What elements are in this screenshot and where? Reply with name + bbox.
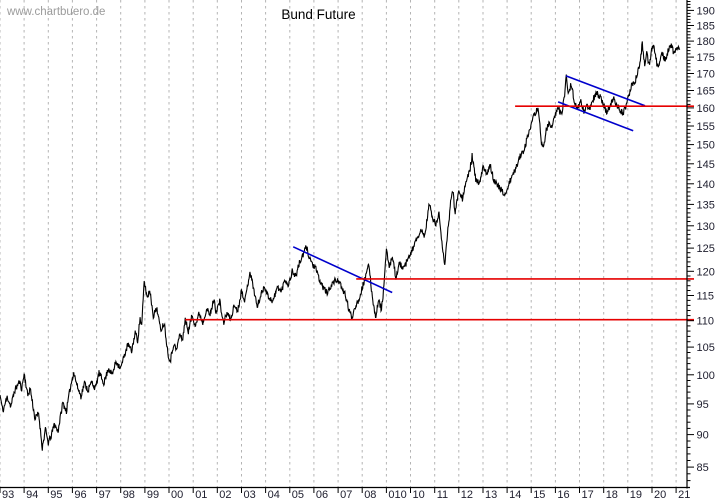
- x-tick-label: 15: [533, 489, 545, 499]
- x-tick-label: 06: [316, 489, 328, 499]
- support-resistance-lines: [185, 105, 694, 321]
- x-tick-label: 99: [147, 489, 159, 499]
- y-tick-label: 95: [697, 399, 709, 411]
- y-tick-label: 175: [697, 52, 715, 64]
- y-tick-label: 165: [697, 86, 715, 98]
- x-tick-label: 03: [244, 489, 256, 499]
- x-tick-label: 17: [582, 489, 594, 499]
- y-tick-label: 190: [697, 5, 715, 17]
- y-tick-label: 140: [697, 179, 715, 191]
- y-tick-label: 85: [697, 462, 709, 474]
- x-tick-label: 95: [50, 489, 62, 499]
- x-tick-label: 19: [630, 489, 642, 499]
- x-tick-label: 04: [268, 489, 280, 499]
- x-tick-label: 20: [654, 489, 666, 499]
- x-tick-label: 13: [485, 489, 497, 499]
- x-tick-label: 10: [413, 489, 425, 499]
- axes: [0, 0, 690, 489]
- y-tick-label: 105: [697, 342, 715, 354]
- x-tick-label: 96: [74, 489, 86, 499]
- x-tick-label: 18: [606, 489, 618, 499]
- x-axis-ticks: 93 94 95 96 97 98 99 00 01 02 03 04 05 06 07 08 010 10 11 1…: [0, 487, 690, 499]
- trend-lines: [292, 75, 646, 294]
- trend-line-2: [565, 75, 646, 107]
- x-tick-label: 16: [557, 489, 569, 499]
- x-tick-label: 21: [678, 489, 690, 499]
- x-tick-label: 05: [292, 489, 304, 499]
- year-gridlines: [0, 0, 677, 488]
- x-tick-label: 01: [195, 489, 207, 499]
- x-tick-label: 98: [123, 489, 135, 499]
- y-tick-label: 160: [697, 103, 715, 115]
- x-tick-label: 97: [99, 489, 111, 499]
- y-tick-label: 120: [697, 266, 715, 278]
- y-tick-label: 155: [697, 121, 715, 133]
- x-tick-label: 02: [219, 489, 231, 499]
- y-tick-label: 110: [697, 316, 715, 328]
- price-polyline: [0, 41, 681, 451]
- chart-title: Bund Future: [281, 7, 356, 22]
- y-tick-label: 130: [697, 221, 715, 233]
- x-tick-label: 12: [461, 489, 473, 499]
- y-tick-label: 170: [697, 69, 715, 81]
- x-tick-label: 93: [2, 489, 14, 499]
- x-tick-label: 14: [509, 489, 521, 499]
- x-tick-label: 00: [171, 489, 183, 499]
- y-axis-ticks: 190 185 180 175 170 165 160 155 150 145 140 135 130 1…: [687, 1, 715, 482]
- y-tick-label: 125: [697, 243, 715, 255]
- x-tick-label: 010: [388, 489, 406, 499]
- price-line-series: [0, 41, 681, 451]
- x-tick-label: 11: [437, 489, 448, 499]
- y-tick-label: 135: [697, 199, 715, 211]
- y-tick-label: 185: [697, 21, 715, 33]
- trend-line-1: [292, 246, 393, 294]
- y-tick-label: 90: [697, 430, 709, 442]
- y-tick-label: 150: [697, 140, 715, 152]
- y-tick-label: 100: [697, 370, 715, 382]
- x-tick-label: 94: [26, 489, 38, 499]
- watermark-text: www.chartbuero.de: [7, 6, 106, 18]
- y-tick-label: 180: [697, 36, 715, 48]
- y-tick-label: 145: [697, 159, 715, 171]
- y-tick-label: 115: [697, 291, 715, 303]
- x-tick-label: 07: [340, 489, 352, 499]
- x-tick-label: 08: [364, 489, 376, 499]
